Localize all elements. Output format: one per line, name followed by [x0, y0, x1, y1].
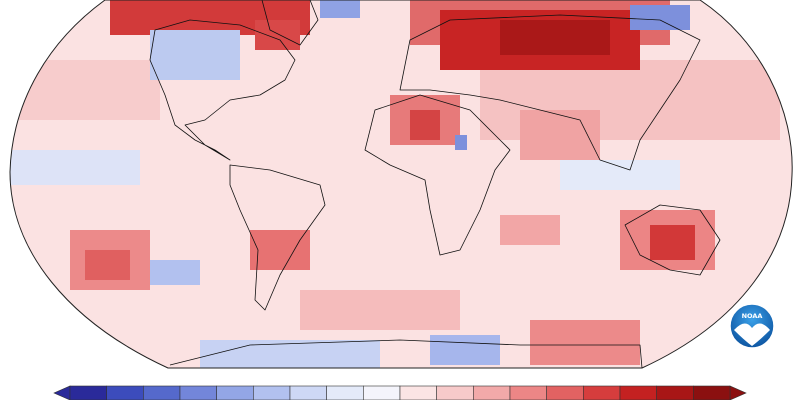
colorbar-swatch: [253, 385, 291, 400]
warm-patch: [410, 110, 440, 140]
colorbar-swatch: [143, 385, 181, 400]
cool-patch: [200, 340, 380, 368]
logo-circle: [729, 303, 775, 349]
antarctica: [169, 339, 643, 369]
warm-patch: [500, 215, 560, 245]
cool-patch: [150, 260, 200, 285]
greenland: [261, 0, 319, 46]
colorbar-swatch: [473, 385, 511, 400]
colorbar-swatch: [216, 385, 254, 400]
cool-patch: [430, 335, 500, 365]
warm-patch: [300, 290, 460, 330]
warm-patch: [255, 20, 300, 50]
colorbar-high-arrow: [729, 385, 747, 400]
warm-patch: [10, 60, 160, 120]
map-border: [9, 0, 793, 369]
colorbar-swatch: [399, 385, 437, 400]
colorbar-swatch: [436, 385, 474, 400]
colorbar-swatch: [656, 385, 694, 400]
colorbar-swatch: [179, 385, 217, 400]
coastlines: [149, 0, 721, 369]
colorbar-swatch: [289, 385, 327, 400]
colorbar-swatch: [546, 385, 584, 400]
eurasia: [399, 14, 701, 171]
cool-patch: [455, 135, 467, 150]
colorbar-swatch: [619, 385, 657, 400]
warm-patch: [500, 20, 610, 55]
colorbar-swatch: [106, 385, 144, 400]
colorbar-swatch: [693, 385, 731, 400]
colorbar: [53, 385, 747, 400]
warm-patch: [650, 225, 695, 260]
cool-patch: [150, 30, 240, 80]
colorbar-swatch: [69, 385, 107, 400]
australia: [624, 204, 721, 276]
cool-patch: [320, 0, 360, 18]
africa: [364, 94, 511, 256]
colorbar-swatch: [326, 385, 364, 400]
noaa-logo: NOAA: [729, 303, 775, 349]
cool-patch: [560, 160, 680, 190]
cool-patch: [10, 150, 140, 185]
colorbar-swatch: [583, 385, 621, 400]
colorbar-swatch: [363, 385, 401, 400]
warm-patch: [520, 110, 600, 160]
cool-patch: [630, 5, 690, 30]
logo-gull: [734, 323, 770, 346]
anomaly-field: [10, 0, 793, 368]
colorbar-swatch: [509, 385, 547, 400]
north-america: [149, 19, 296, 161]
warm-patch: [250, 230, 310, 270]
warm-patch: [85, 250, 130, 280]
south-america: [229, 164, 326, 311]
warm-patch: [530, 320, 640, 365]
logo-text: NOAA: [742, 312, 763, 320]
colorbar-low-arrow: [53, 385, 71, 400]
